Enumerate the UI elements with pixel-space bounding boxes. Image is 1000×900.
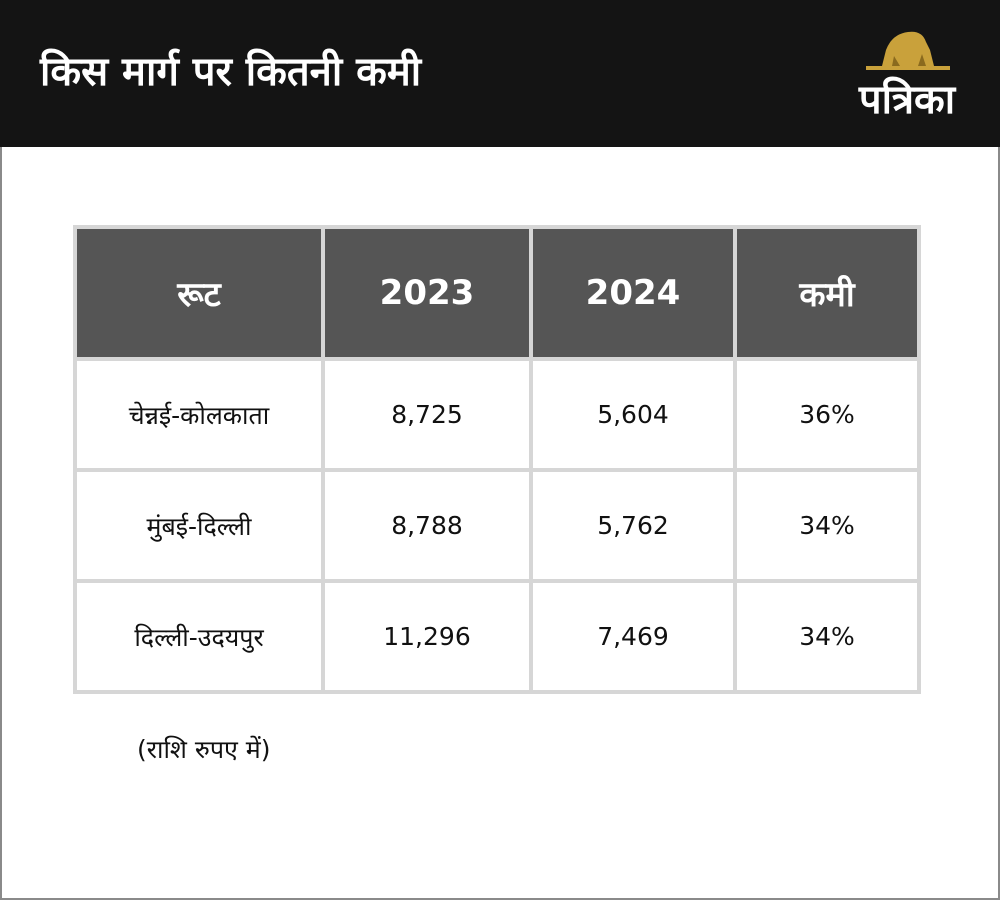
table-cell: 34% xyxy=(733,468,921,583)
table-cell: 5,762 xyxy=(529,468,737,583)
data-table: रूट 2023 2024 कमी चेन्नई-कोलकाता 8,725 5,604 36… xyxy=(73,225,921,694)
column-header: 2024 xyxy=(529,225,737,361)
table-cell: 8,725 xyxy=(321,357,533,472)
table-cell: 5,604 xyxy=(529,357,737,472)
note: (राशि रुपए में) xyxy=(137,735,271,764)
logo-text: पत्रिका xyxy=(858,77,956,123)
table-row: मुंबई-दिल्ली 8,788 5,762 34% xyxy=(73,468,921,583)
content-frame xyxy=(0,147,1000,900)
table-cell: 7,469 xyxy=(529,579,737,694)
column-header: रूट xyxy=(73,225,325,361)
title: किस मार्ग पर कितनी कमी xyxy=(40,49,422,95)
table-cell: मुंबई-दिल्ली xyxy=(73,468,325,583)
logo-lion xyxy=(866,31,950,70)
table-cell: 36% xyxy=(733,357,921,472)
table-cell: 8,788 xyxy=(321,468,533,583)
table-cell: दिल्ली-उदयपुर xyxy=(73,579,325,694)
table-cell: 34% xyxy=(733,579,921,694)
header-bar: किस मार्ग पर कितनी कमी पत्रिका xyxy=(0,0,1000,147)
table-cell: 11,296 xyxy=(321,579,533,694)
table-cell: चेन्नई-कोलकाता xyxy=(73,357,325,472)
column-header: 2023 xyxy=(321,225,533,361)
logo: पत्रिका xyxy=(842,20,972,130)
column-header: कमी xyxy=(733,225,921,361)
table-row: चेन्नई-कोलकाता 8,725 5,604 36% xyxy=(73,357,921,472)
header-row: रूट 2023 2024 कमी xyxy=(73,225,921,361)
table-row: दिल्ली-उदयपुर 11,296 7,469 34% xyxy=(73,579,921,694)
